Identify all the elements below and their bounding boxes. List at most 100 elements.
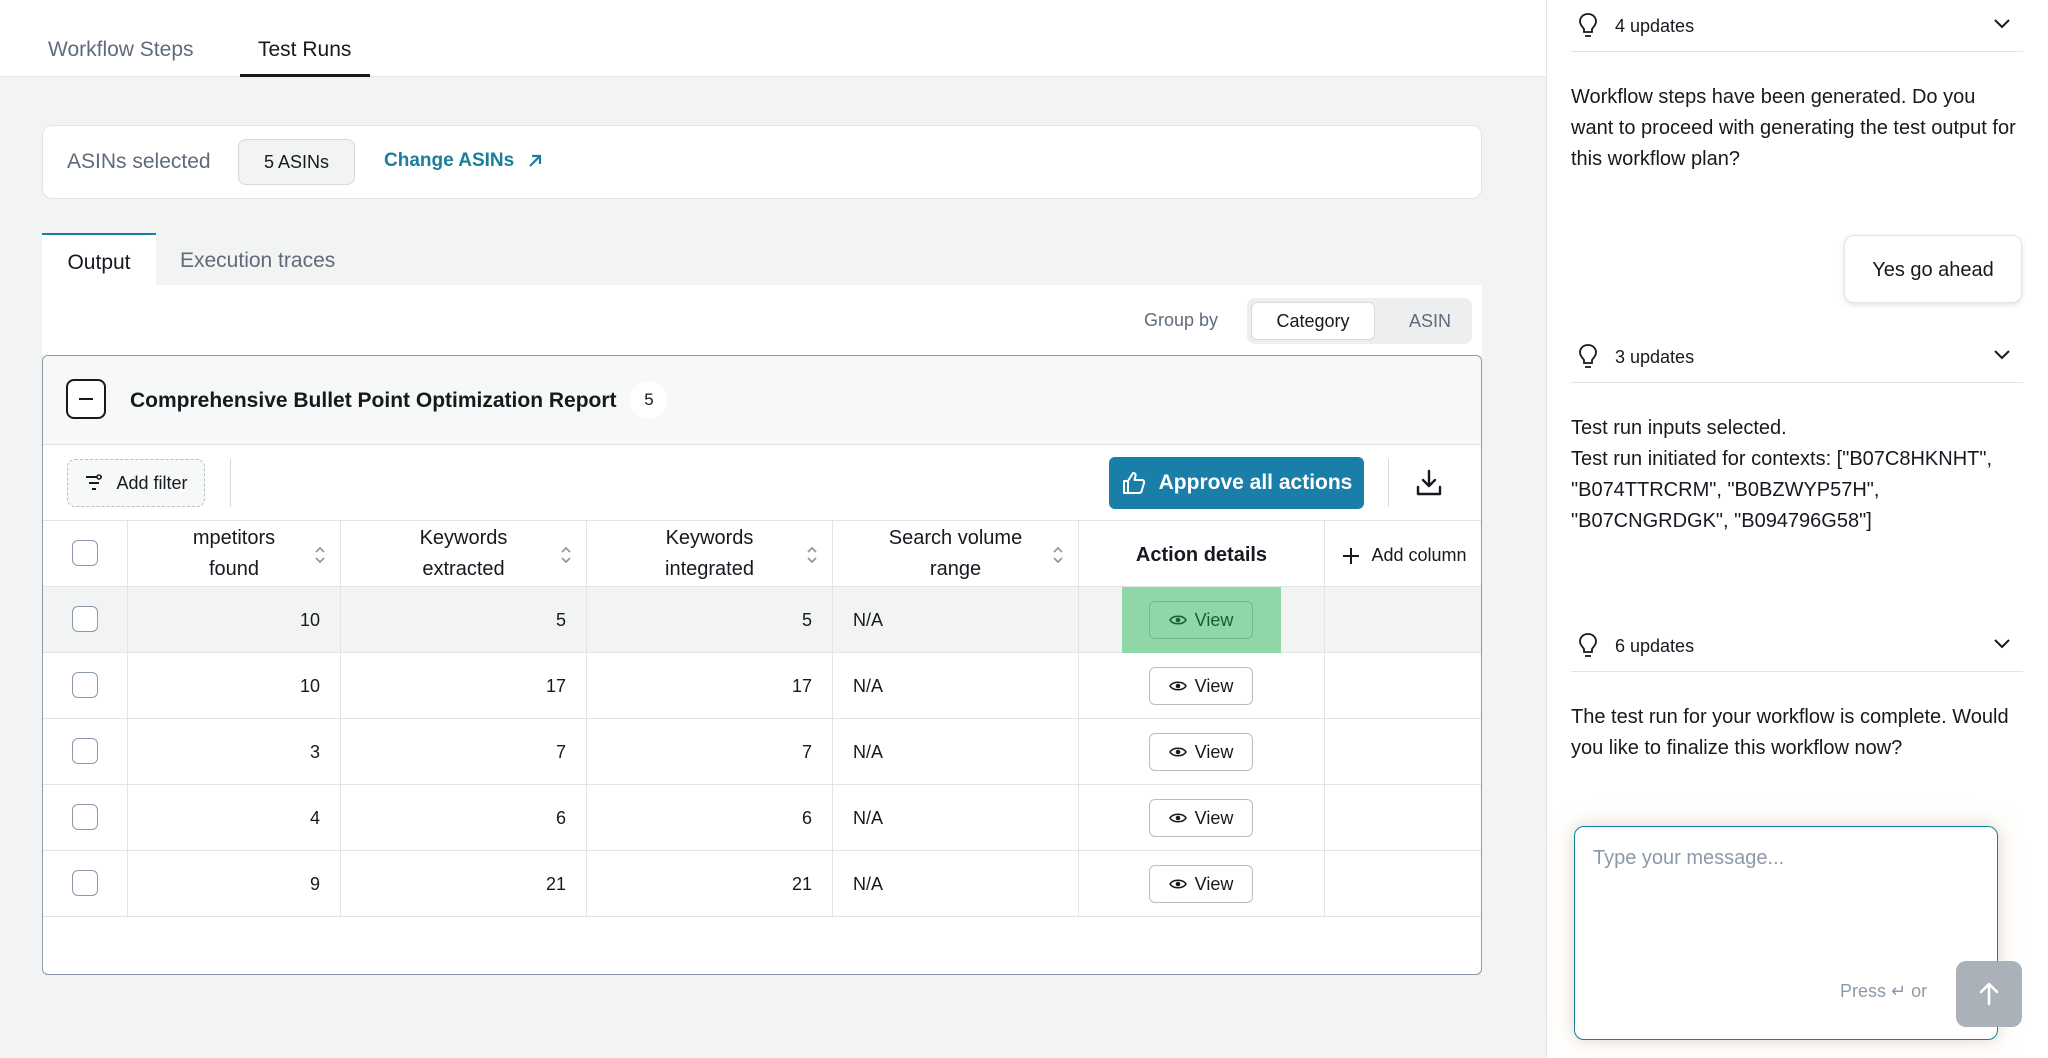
chevron-down-icon — [1994, 350, 2010, 360]
col-competitors-line1: mpetitors — [192, 527, 276, 549]
active-tab-underline — [240, 74, 370, 77]
extracted-cell: 6 — [341, 785, 587, 851]
group-by-segmented-control: Category ASIN — [1247, 298, 1472, 344]
message-composer: Press ↵ or — [1574, 826, 2022, 1040]
row-checkbox[interactable] — [72, 672, 98, 698]
search-volume-cell: N/A — [833, 653, 1079, 719]
group-by-asin[interactable]: ASIN — [1408, 311, 1451, 331]
chat-panel: 4 updates Workflow steps have been gener… — [1546, 0, 2048, 1058]
select-all-checkbox[interactable] — [72, 540, 98, 566]
asin-selection-card: ASINs selected 5 ASINs Change ASINs — [42, 125, 1482, 199]
arrow-up-icon — [1979, 982, 1999, 1006]
row-select-cell — [43, 851, 128, 917]
integrated-cell: 17 — [587, 653, 833, 719]
view-button[interactable]: View — [1149, 733, 1253, 771]
download-icon[interactable] — [1413, 467, 1445, 499]
sort-icon[interactable] — [314, 545, 326, 565]
competitors-cell: 9 — [128, 851, 341, 917]
integrated-cell: 6 — [587, 785, 833, 851]
tab-output[interactable]: Output — [42, 233, 156, 285]
external-link-icon — [529, 154, 542, 167]
message-line: Test run initiated for contexts: ["B07C8… — [1571, 448, 1993, 532]
view-label: View — [1194, 742, 1234, 762]
updates-group-1[interactable]: 4 updates — [1571, 0, 2023, 52]
row-checkbox[interactable] — [72, 804, 98, 830]
empty-cell — [1325, 587, 1481, 653]
search-volume-cell: N/A — [833, 587, 1079, 653]
integrated-cell: 5 — [587, 587, 833, 653]
action-cell: View — [1079, 587, 1325, 653]
eye-icon — [1168, 747, 1187, 757]
competitors-cell: 10 — [128, 653, 341, 719]
row-checkbox[interactable] — [72, 870, 98, 896]
group-by-category[interactable]: Category — [1251, 302, 1375, 340]
col-keywords-integrated[interactable]: Keywords integrated — [587, 521, 833, 587]
row-select-cell — [43, 587, 128, 653]
add-column-button[interactable]: Add column — [1325, 521, 1481, 587]
sort-icon[interactable] — [1052, 545, 1064, 565]
eye-icon — [1168, 813, 1187, 823]
tab-test-runs[interactable]: Test Runs — [258, 38, 352, 61]
col-action-details: Action details — [1079, 521, 1325, 587]
user-message-bubble: Yes go ahead — [1844, 235, 2022, 303]
updates-count-label: 6 updates — [1615, 636, 1695, 656]
approve-all-actions-button[interactable]: Approve all actions — [1109, 457, 1364, 509]
send-button[interactable] — [1956, 961, 2022, 1027]
filter-icon — [86, 474, 103, 490]
asin-count-chip[interactable]: 5 ASINs — [238, 139, 355, 185]
updates-count-label: 4 updates — [1615, 16, 1695, 36]
table-row: 3 7 7 N/A View — [43, 719, 1481, 785]
view-highlight: View — [1122, 587, 1281, 653]
view-label: View — [1194, 610, 1234, 630]
report-title: Comprehensive Bullet Point Optimization … — [130, 389, 617, 412]
sort-icon[interactable] — [560, 545, 572, 565]
extracted-cell: 5 — [341, 587, 587, 653]
change-asins-link[interactable]: Change ASINs — [384, 150, 544, 172]
message-input[interactable] — [1593, 847, 1973, 870]
col-integrated-line2: integrated — [665, 558, 754, 580]
col-search-volume-range[interactable]: Search volume range — [833, 521, 1079, 587]
press-enter-hint: Press ↵ or — [1840, 981, 1928, 1001]
view-button[interactable]: View — [1149, 865, 1253, 903]
chevron-down-icon — [1994, 19, 2010, 29]
eye-icon — [1168, 879, 1187, 889]
col-keywords-extracted[interactable]: Keywords extracted — [341, 521, 587, 587]
updates-group-2[interactable]: 3 updates — [1571, 331, 2023, 383]
row-checkbox[interactable] — [72, 738, 98, 764]
row-select-cell — [43, 653, 128, 719]
lightbulb-icon — [1579, 13, 1597, 37]
search-volume-cell: N/A — [833, 719, 1079, 785]
view-label: View — [1194, 676, 1234, 696]
view-button[interactable]: View — [1149, 799, 1253, 837]
col-extracted-line1: Keywords — [419, 527, 508, 549]
approve-all-actions-label: Approve all actions — [1158, 471, 1353, 494]
view-button[interactable]: View — [1149, 667, 1253, 705]
view-label: View — [1194, 808, 1234, 828]
chevron-down-icon — [1994, 639, 2010, 649]
assistant-message: The test run for your workflow is comple… — [1571, 706, 2009, 759]
extracted-cell: 7 — [341, 719, 587, 785]
competitors-cell: 10 — [128, 587, 341, 653]
collapse-button[interactable] — [66, 379, 106, 419]
col-competitors-found[interactable]: mpetitors found — [128, 521, 341, 587]
competitors-cell: 3 — [128, 719, 341, 785]
col-competitors-line2: found — [208, 558, 260, 580]
table-row: 10 17 17 N/A View — [43, 653, 1481, 719]
change-asins-label: Change ASINs — [384, 150, 515, 171]
empty-cell — [1325, 653, 1481, 719]
updates-group-3[interactable]: 6 updates — [1571, 620, 2023, 672]
tab-execution-traces[interactable]: Execution traces — [180, 249, 336, 272]
sort-icon[interactable] — [806, 545, 818, 565]
tab-workflow-steps[interactable]: Workflow Steps — [48, 38, 194, 61]
select-all-header — [43, 521, 128, 587]
assistant-message: Test run inputs selected. Test run initi… — [1571, 413, 2023, 537]
toolbar-divider — [230, 459, 231, 507]
row-select-cell — [43, 785, 128, 851]
table-toolbar: Add filter Approve all actions — [43, 445, 1481, 521]
view-button[interactable]: View — [1149, 601, 1253, 639]
add-filter-button[interactable]: Add filter — [67, 459, 205, 507]
col-search-line1: Search volume — [888, 527, 1023, 549]
top-tabs: Workflow Steps Test Runs — [0, 0, 1546, 77]
add-column-label: Add column — [1371, 545, 1467, 565]
row-checkbox[interactable] — [72, 606, 98, 632]
